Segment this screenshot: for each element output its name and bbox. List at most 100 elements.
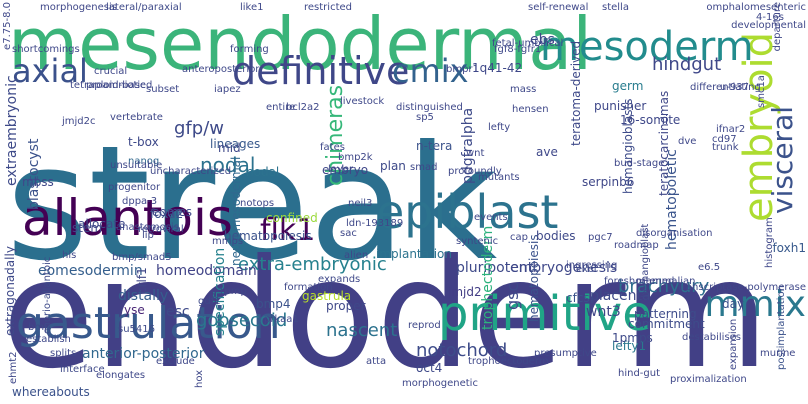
word: bodies	[536, 229, 576, 243]
word: entire	[266, 102, 295, 113]
word: bmp2k	[338, 152, 373, 163]
word: bmp/smad5	[112, 252, 172, 263]
word: e7.75-8.0	[2, 2, 13, 50]
word: fetal-umbilical	[492, 38, 563, 49]
word: hind-gut	[618, 368, 660, 379]
word: trophoectoderm	[468, 356, 549, 367]
word: ingressing	[566, 260, 617, 271]
word: germ	[612, 79, 643, 93]
word: exclude	[156, 356, 195, 367]
word: hox	[194, 370, 205, 388]
word: serpinb6	[582, 175, 634, 189]
word: mesendodermal	[8, 2, 592, 86]
word: differentiating	[690, 82, 761, 93]
word: oct4	[416, 361, 442, 375]
word: stem	[72, 221, 102, 235]
word: nascent	[326, 320, 397, 341]
word: expands	[318, 274, 360, 285]
word: sp5	[416, 112, 434, 123]
word: axial	[12, 52, 88, 90]
word: ebs	[530, 32, 555, 48]
word: nodal	[246, 165, 279, 179]
word: tetraploid-based	[70, 80, 152, 91]
word: shortcomings	[12, 44, 80, 55]
word: cap	[510, 232, 528, 243]
word: crucial	[94, 66, 127, 77]
word: histogram	[764, 217, 775, 268]
word: epiblast	[376, 185, 558, 239]
word: foreshortened	[604, 276, 674, 287]
word: lineages	[210, 137, 260, 151]
word: profoundly	[448, 166, 502, 177]
word: eomesodermin	[38, 263, 143, 279]
word: iapez	[214, 84, 241, 95]
word: extra-embryonic	[238, 254, 387, 275]
word: definitive	[232, 49, 409, 93]
word: trophectoderm	[480, 226, 496, 330]
word: like1	[240, 2, 264, 13]
word: plan	[380, 159, 406, 173]
word: subset	[146, 84, 179, 95]
word: flk1	[260, 213, 315, 248]
word: notops	[240, 198, 274, 209]
word: homeodomain	[156, 263, 257, 279]
word: bud-stage	[614, 158, 664, 169]
word: events	[474, 212, 508, 223]
word: blastocyst	[26, 138, 42, 210]
word: hindgut	[652, 54, 721, 75]
word: alien	[344, 250, 368, 261]
word: mmps	[212, 236, 243, 247]
word: interface	[60, 364, 105, 375]
word: t-box	[128, 135, 159, 149]
word: sac	[340, 228, 357, 239]
word: endoderm	[2, 228, 769, 402]
word: n-tera	[416, 139, 452, 153]
word: ehmt2	[8, 351, 19, 384]
word: anteroposterior	[182, 64, 260, 75]
word: neuromesodermal	[229, 157, 243, 266]
word: neil3	[348, 198, 372, 209]
word: embryo	[322, 163, 368, 177]
word: destabilises	[682, 332, 741, 343]
word: proper	[326, 299, 366, 313]
word: 1pmps	[612, 331, 653, 345]
word: disorganisation	[636, 228, 712, 239]
word: layer	[328, 164, 354, 175]
word: allantois	[22, 189, 233, 247]
word: hemangioblast	[640, 224, 651, 298]
word: placenta	[590, 288, 651, 304]
word: self-renewal	[528, 2, 588, 13]
word: primitive	[438, 286, 652, 342]
word: transcriptase-polymerase	[678, 282, 806, 293]
word: allocate	[78, 217, 125, 231]
word: establish	[26, 334, 71, 345]
word: mammalian	[636, 276, 696, 287]
word: smad	[410, 162, 437, 173]
word: 1pmp	[218, 286, 247, 297]
word: gastrula	[302, 289, 351, 303]
word: 1q41-42	[472, 61, 522, 75]
word: distally	[118, 288, 168, 304]
word: cmix	[392, 52, 469, 90]
word: ifnar2	[716, 124, 745, 135]
word: presumptive	[534, 348, 597, 359]
word: chimeras	[323, 85, 348, 186]
word: morphogenesis	[40, 2, 117, 13]
word: uncharacterized	[150, 166, 231, 177]
word: cd97	[712, 134, 737, 145]
word: lefty1	[612, 339, 646, 353]
word: 16-somite	[620, 113, 680, 127]
word: dve	[678, 136, 696, 147]
word: implantation	[376, 247, 452, 261]
word: bcl2a2	[286, 102, 319, 113]
word: ave	[536, 145, 558, 159]
word: retroviral	[138, 224, 184, 235]
word: teratoma-derived	[569, 41, 583, 146]
word: foxa2	[150, 207, 183, 221]
word: visceral	[766, 106, 799, 214]
word: u-937	[720, 82, 749, 93]
word: ldn-193189	[346, 218, 403, 229]
word: brachyury	[618, 276, 710, 297]
word: exel	[576, 264, 597, 275]
